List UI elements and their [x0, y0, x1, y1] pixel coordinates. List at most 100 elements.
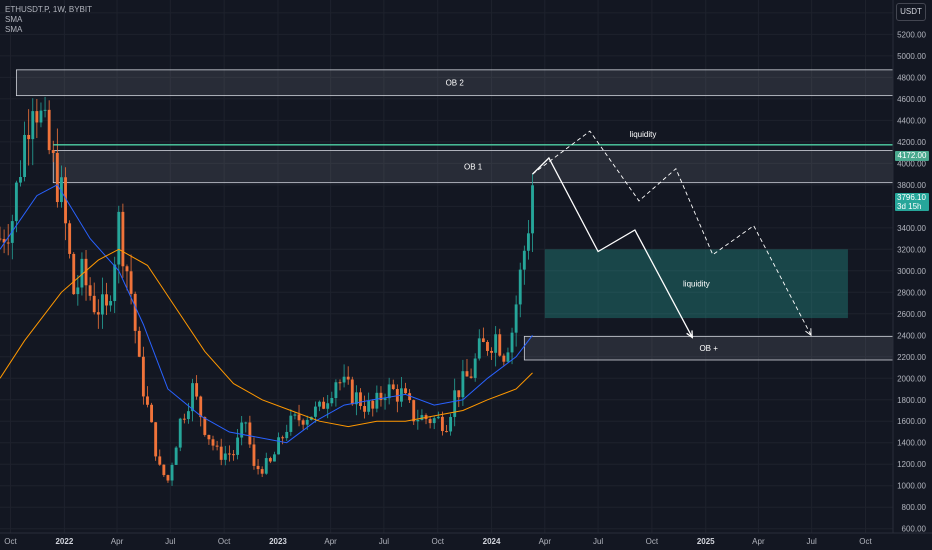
candle-body — [256, 465, 260, 470]
candle-body — [162, 464, 166, 476]
time-tick-label: 2022 — [55, 537, 73, 546]
candle-body — [146, 396, 149, 405]
candle-body — [445, 431, 448, 433]
last-price-tag: 3796.10 3d 15h — [895, 193, 929, 211]
candle-body — [133, 293, 137, 331]
candle-body — [313, 406, 317, 417]
candle-body — [391, 384, 395, 390]
price-tick-label: 5000.00 — [897, 52, 926, 61]
price-tick-label: 800.00 — [902, 503, 927, 512]
candle-body — [449, 416, 453, 432]
candle-body — [125, 266, 129, 272]
candle-body — [473, 358, 477, 378]
candle-body — [88, 285, 92, 296]
candle-body — [27, 134, 31, 140]
sma-indicator-2[interactable]: SMA — [5, 25, 23, 34]
price-tick-label: 2000.00 — [897, 374, 926, 383]
liquidity-price-value: 4172.00 — [897, 151, 927, 160]
candle-body — [440, 416, 444, 432]
candle-body — [477, 338, 481, 359]
price-tick-label: 4400.00 — [897, 116, 926, 125]
candle-body — [404, 388, 407, 394]
candle-body — [223, 453, 227, 460]
candle-body — [14, 182, 18, 222]
time-tick-label: Oct — [218, 537, 231, 546]
candle-body — [514, 304, 518, 333]
candle-body — [494, 334, 498, 353]
grid — [0, 0, 893, 533]
candle-body — [100, 294, 104, 315]
candle-body — [510, 332, 514, 353]
price-tick-label: 3000.00 — [897, 267, 926, 276]
time-tick-label: 2023 — [269, 537, 287, 546]
time-tick-label: Apr — [324, 537, 337, 546]
candle-body — [371, 400, 375, 409]
candle-body — [195, 383, 199, 397]
candle-body — [0, 238, 2, 240]
liquidity-level: liquidity — [53, 130, 893, 146]
time-tick-label: Oct — [431, 537, 444, 546]
price-tick-label: 1400.00 — [897, 439, 926, 448]
candle-body — [326, 403, 330, 409]
candle-body — [481, 338, 485, 343]
time-tick-label: Jul — [379, 537, 389, 546]
candle-body — [350, 379, 354, 405]
candle-body — [182, 418, 186, 420]
candle-body — [186, 411, 190, 420]
candle-body — [109, 301, 113, 306]
candle-body — [23, 134, 27, 178]
currency-button[interactable]: USDT — [896, 3, 926, 21]
candle-body — [285, 431, 289, 439]
candle-body — [121, 211, 125, 267]
candle-body — [55, 152, 59, 203]
candle-body — [490, 350, 493, 353]
price-tick-label: 2200.00 — [897, 353, 926, 362]
time-tick-label: Oct — [859, 537, 872, 546]
chart-legend: ETHUSDT.P, 1W, BYBIT SMA SMA — [5, 5, 92, 35]
candle-body — [416, 419, 420, 422]
price-tick-label: 1000.00 — [897, 482, 926, 491]
price-tick-label: 1200.00 — [897, 460, 926, 469]
bar-countdown: 3d 15h — [897, 202, 922, 211]
candle-body — [260, 469, 264, 474]
price-axis-bg — [893, 0, 932, 550]
candle-body — [506, 352, 510, 362]
candle-body — [96, 312, 100, 315]
candle-body — [207, 434, 211, 440]
sma-indicator-1[interactable]: SMA — [5, 15, 23, 24]
liquidity-price-tag: 4172.00 — [895, 151, 929, 161]
candle-body — [137, 330, 141, 357]
candle-body — [6, 242, 10, 244]
time-tick-label: Jul — [593, 537, 603, 546]
zone-box — [15, 69, 894, 97]
candle-body — [461, 371, 465, 398]
price-axis: 600.00 800.00 1000.00 1200.00 1400.00 1600.00… — [892, 0, 932, 550]
candle-body — [64, 177, 67, 224]
candle-body — [39, 110, 43, 123]
sma-line-1 — [0, 184, 533, 444]
candle-body — [47, 109, 51, 151]
price-tick-label: 4200.00 — [897, 138, 926, 147]
candle-body — [76, 287, 80, 295]
price-tick-label: 1800.00 — [897, 396, 926, 405]
candle-body — [117, 211, 121, 265]
zone-box — [544, 249, 848, 319]
candle-body — [248, 422, 252, 445]
candle-body — [178, 418, 182, 448]
candle-body — [359, 392, 362, 406]
time-tick-label: Oct — [4, 537, 17, 546]
candle-body — [420, 415, 424, 420]
candle-body — [330, 398, 334, 404]
price-tick-label: 4600.00 — [897, 95, 926, 104]
candle-body — [338, 382, 342, 384]
zone-box — [52, 150, 894, 184]
candle-body — [289, 415, 293, 432]
candle-body — [43, 109, 47, 111]
candle-body — [174, 447, 178, 465]
sma-line-2 — [0, 248, 533, 428]
candle-body — [219, 446, 223, 460]
candle-body — [2, 238, 6, 243]
candle-body — [322, 401, 326, 409]
time-tick-label: Jul — [807, 537, 817, 546]
